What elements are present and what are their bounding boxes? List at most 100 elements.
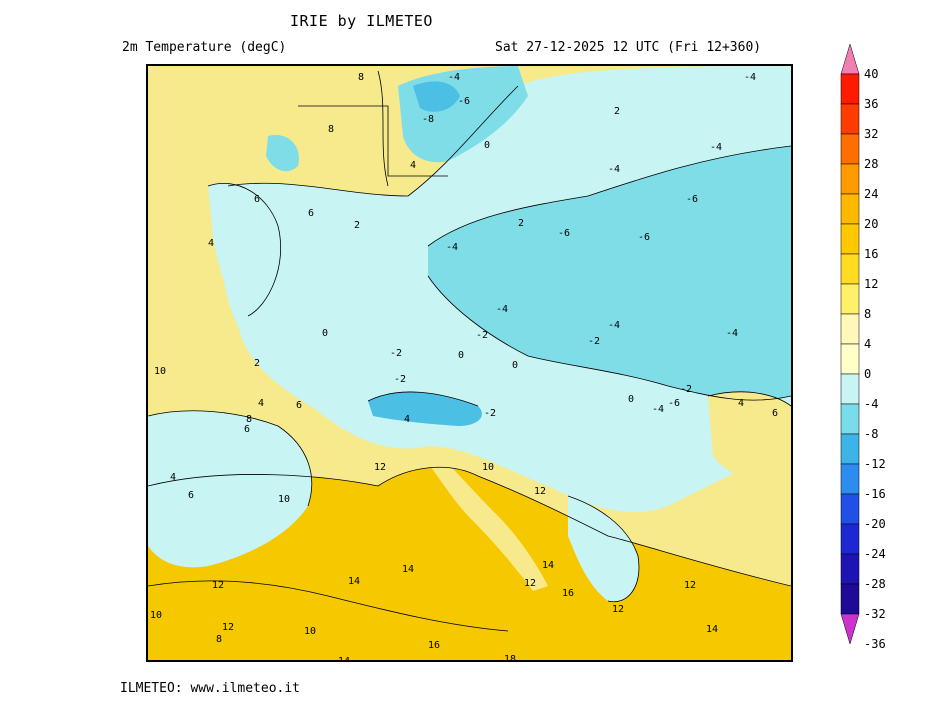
contour-label: 0 — [512, 360, 518, 371]
legend-tick-label: 0 — [864, 367, 872, 381]
contour-label: 14 — [348, 576, 360, 587]
contour-label: 14 — [542, 560, 554, 571]
contour-label: -6 — [686, 194, 698, 205]
legend-tick-label: 4 — [864, 337, 872, 351]
legend-swatch — [840, 373, 860, 405]
legend-swatch — [840, 523, 860, 555]
contour-line — [207, 183, 282, 317]
legend-swatch — [840, 463, 860, 495]
contour-label: 2 — [518, 218, 524, 229]
legend-swatch — [840, 343, 860, 375]
contour-label: -2 — [680, 384, 692, 395]
contour-line — [148, 410, 312, 507]
legend-swatch — [840, 163, 860, 195]
legend-swatch — [840, 313, 860, 345]
contour-label: -4 — [710, 142, 722, 153]
legend-swatch — [840, 253, 860, 285]
legend-tick-label: -12 — [864, 457, 886, 471]
contour-line — [148, 580, 509, 632]
legend-swatch — [840, 583, 860, 615]
balkans-region — [568, 496, 639, 602]
contour-label: 4 — [738, 398, 744, 409]
legend-swatch — [840, 103, 860, 135]
italy-land — [423, 446, 548, 591]
contour-label: 0 — [322, 328, 328, 339]
legend-tick-label: -28 — [864, 577, 886, 591]
warm-sea-region — [148, 467, 791, 660]
contour-label: 0 — [628, 394, 634, 405]
contour-label: -6 — [558, 228, 570, 239]
legend-tick-label: -4 — [864, 397, 879, 411]
contour-label: -2 — [476, 330, 488, 341]
legend-tick-label: -24 — [864, 547, 886, 561]
contour-line — [298, 105, 448, 177]
legend-tick-label: 40 — [864, 67, 879, 81]
contour-label: 8 — [358, 72, 364, 83]
contour-line — [427, 145, 791, 247]
contour-label: 18 — [504, 654, 516, 660]
valid-time-label: Sat 27-12-2025 12 UTC (Fri 12+360) — [495, 40, 762, 55]
contour-label: -2 — [390, 348, 402, 359]
contour-label: 0 — [458, 350, 464, 361]
contour-label: 16 — [562, 588, 574, 599]
contour-label: 6 — [772, 408, 778, 419]
map-canvas: 8 8 -8 -6 -4 4 2 0 -4 -4 -6 -6 -4 6 6 4 … — [148, 66, 791, 660]
legend-swatch — [840, 553, 860, 585]
legend-tick-label: -32 — [864, 607, 886, 621]
contour-label: 12 — [374, 462, 386, 473]
british-isles — [208, 183, 281, 316]
contour-label: 10 — [154, 366, 166, 377]
contour-lines — [148, 70, 791, 632]
contour-label: -6 — [638, 232, 650, 243]
contour-label: -2 — [588, 336, 600, 347]
contour-label: -4 — [446, 242, 458, 253]
contour-label: 4 — [410, 160, 416, 171]
legend-swatch — [840, 403, 860, 435]
legend-arrow-bottom — [840, 613, 860, 645]
legend-swatch — [840, 73, 860, 105]
contour-label: 12 — [212, 580, 224, 591]
contour-label: 4 — [404, 414, 410, 425]
legend-tick-label: 32 — [864, 127, 879, 141]
footer-credit: ILMETEO: www.ilmeteo.it — [120, 681, 301, 696]
contour-label: -4 — [448, 72, 460, 83]
scotland-cold — [266, 135, 299, 172]
contour-line — [427, 275, 791, 401]
legend-tick-label: 8 — [864, 307, 872, 321]
contour-labels: 8 8 -8 -6 -4 4 2 0 -4 -4 -6 -6 -4 6 6 4 … — [150, 72, 778, 660]
contour-label: 10 — [150, 610, 162, 621]
contour-label: 12 — [612, 604, 624, 615]
variable-label: 2m Temperature (degC) — [122, 40, 287, 55]
temperature-map: 8 8 -8 -6 -4 4 2 0 -4 -4 -6 -6 -4 6 6 4 … — [146, 64, 793, 662]
contour-label: 6 — [188, 490, 194, 501]
contour-label: 4 — [258, 398, 264, 409]
contour-label: 14 — [706, 624, 718, 635]
contour-line — [148, 466, 791, 587]
contour-label: 6 — [308, 208, 314, 219]
contour-label: 12 — [222, 622, 234, 633]
contour-label: -4 — [726, 328, 738, 339]
contour-label: 8 — [216, 634, 222, 645]
contour-label: 16 — [428, 640, 440, 651]
color-scale-legend — [838, 43, 862, 684]
contour-line — [567, 495, 640, 603]
legend-tick-label: 36 — [864, 97, 879, 111]
legend-tick-label: 16 — [864, 247, 879, 261]
alps-cold — [368, 391, 482, 426]
contour-label: 4 — [170, 472, 176, 483]
legend-arrow-top — [840, 43, 860, 75]
color-scale-bar — [840, 43, 860, 645]
contour-label: -4 — [652, 404, 664, 415]
contour-line — [367, 391, 479, 407]
contour-label: 10 — [278, 494, 290, 505]
contour-label: 2 — [254, 358, 260, 369]
contour-label: 14 — [338, 656, 350, 660]
contour-label: -8 — [422, 114, 434, 125]
legend-tick-label: 20 — [864, 217, 879, 231]
contour-line — [227, 85, 519, 197]
contour-label: -4 — [496, 304, 508, 315]
legend-swatch — [840, 223, 860, 255]
legend-swatch — [840, 133, 860, 165]
chart-title: IRIE by ILMETEO — [290, 12, 433, 30]
legend-tick-label: 12 — [864, 277, 879, 291]
